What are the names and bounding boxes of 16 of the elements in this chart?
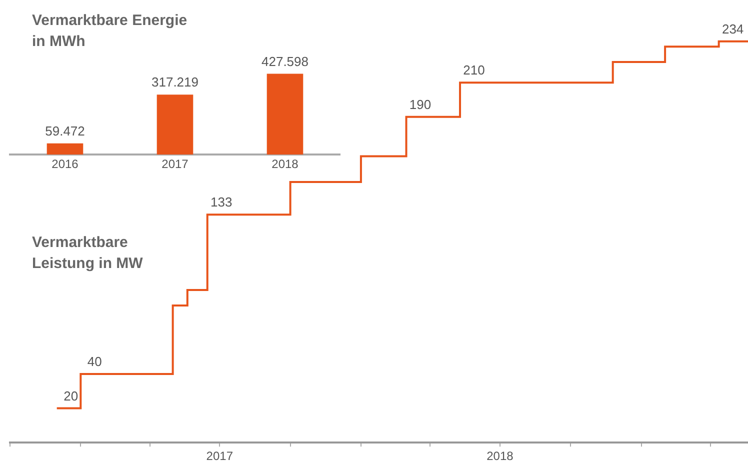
- data-label: 317.219: [152, 74, 198, 90]
- data-label: 133: [210, 194, 232, 210]
- data-label: 20: [64, 388, 78, 404]
- data-label: 59.472: [45, 123, 85, 138]
- x-tick-label: 2018: [272, 157, 299, 172]
- data-label: 40: [87, 354, 102, 370]
- data-label: 427.598: [262, 54, 308, 69]
- x-tick-label: 2017: [206, 449, 234, 464]
- text: Vermarktbare Leistung in MW: [32, 233, 144, 274]
- chart-title: Vermarktbare Energie in MWh: [32, 11, 188, 52]
- data-label: 234: [722, 22, 744, 37]
- x-tick-label: 2018: [486, 449, 514, 464]
- x-tick-label: 2017: [162, 157, 189, 172]
- data-label: 210: [463, 62, 485, 78]
- x-tick-label: 2016: [52, 157, 79, 172]
- data-label: 190: [409, 96, 432, 112]
